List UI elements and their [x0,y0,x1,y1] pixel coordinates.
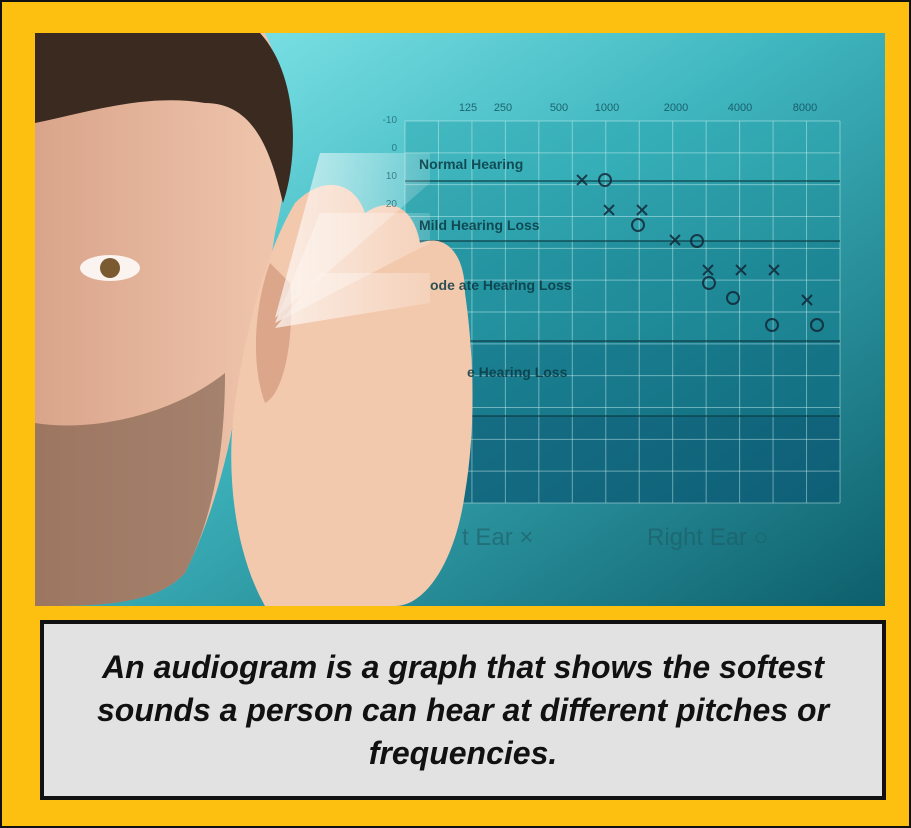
db-label: 20 [386,199,398,210]
card: 125 250 500 1000 2000 4000 8000 -10 0 10 20 Normal … [0,0,911,828]
band-label: e Hearing Loss [467,364,568,380]
frequency-label: 250 [494,102,512,114]
frequency-label: 1000 [595,102,619,114]
legend-label: Right Ear ○ [647,524,768,551]
frequency-label: 4000 [728,102,752,114]
band-label: ode ate Hearing Loss [430,277,572,293]
frequency-label: 2000 [664,102,688,114]
caption: An audiogram is a graph that shows the s… [63,646,863,775]
frequency-label: 500 [550,102,568,114]
db-label: 10 [386,171,398,182]
db-label: -10 [383,115,398,126]
caption-box: An audiogram is a graph that shows the s… [40,620,886,800]
band-label: Normal Hearing [419,156,523,172]
frequency-label: 8000 [793,102,817,114]
db-label: 0 [391,143,397,154]
legend-label: t Ear × [462,524,533,551]
frequency-label: 125 [459,102,477,114]
band-label: Mild Hearing Loss [419,217,540,233]
photo: 125 250 500 1000 2000 4000 8000 -10 0 10 20 Normal … [35,33,885,606]
